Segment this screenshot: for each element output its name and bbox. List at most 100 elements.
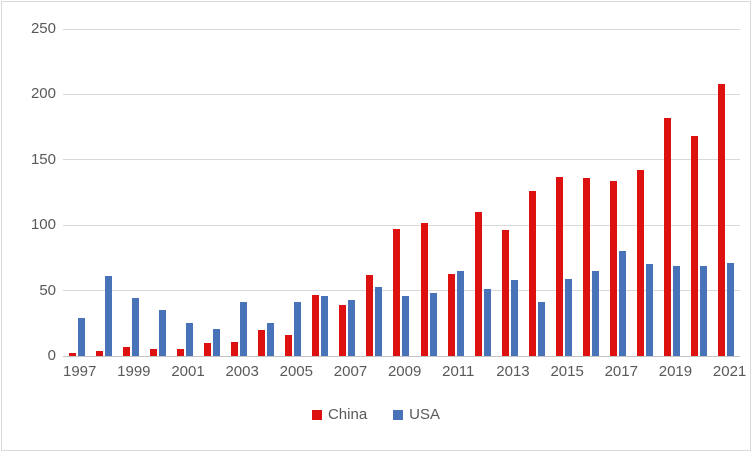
bar-china-2002 [203, 342, 211, 356]
bar-group-2006 [307, 29, 334, 356]
bar-usa-2012 [483, 289, 491, 356]
bar-china-2005 [285, 335, 293, 356]
bar-china-2015 [555, 176, 563, 356]
bar-usa-2005 [294, 302, 302, 356]
bar-usa-2008 [375, 286, 383, 356]
bar-group-2015 [550, 29, 577, 356]
bar-china-2001 [176, 349, 184, 356]
bar-usa-1998 [104, 276, 112, 356]
bar-group-1998 [90, 29, 117, 356]
x-tick-label-2013: 2013 [496, 363, 530, 380]
gridline-150 [63, 159, 740, 161]
bar-china-2009 [393, 229, 401, 356]
legend-item-usa: USA [393, 406, 440, 423]
bar-china-1999 [122, 346, 130, 356]
bar-group-2005 [280, 29, 307, 356]
bar-china-2006 [312, 294, 320, 356]
bar-china-2014 [528, 191, 536, 356]
bar-china-2010 [420, 222, 428, 356]
bar-group-2021 [713, 29, 740, 356]
legend-label-china: China [327, 406, 368, 423]
gridline-100 [63, 224, 740, 226]
x-tick-label-2005: 2005 [279, 363, 313, 380]
bar-china-2000 [149, 349, 157, 356]
bar-group-2009 [388, 29, 415, 356]
bar-china-2012 [474, 212, 482, 356]
legend-label-usa: USA [409, 406, 441, 423]
bar-group-2004 [253, 29, 280, 356]
bar-usa-1997 [77, 318, 85, 356]
plot-area [63, 28, 740, 357]
x-tick-label-1999: 1999 [117, 363, 151, 380]
bar-group-2013 [496, 29, 523, 356]
bar-usa-2013 [510, 280, 518, 356]
x-tick-label-2003: 2003 [225, 363, 259, 380]
bar-china-2013 [501, 230, 509, 356]
bar-china-2020 [691, 136, 699, 356]
bar-usa-2004 [267, 323, 275, 356]
bar-usa-2002 [212, 328, 220, 356]
gridline-200 [63, 93, 740, 95]
bar-usa-2017 [619, 251, 627, 356]
y-tick-label-100: 100 [30, 216, 56, 234]
bar-china-2018 [637, 170, 645, 356]
bar-china-2016 [583, 178, 591, 356]
bar-group-2017 [605, 29, 632, 356]
bar-china-2004 [258, 329, 266, 356]
y-tick-label-0: 0 [47, 347, 56, 364]
bar-china-1997 [68, 353, 76, 356]
x-tick-label-2015: 2015 [550, 363, 584, 380]
bar-china-2003 [231, 341, 238, 356]
bar-group-2018 [632, 29, 659, 356]
gridline-50 [63, 290, 740, 292]
y-tick-label-250: 250 [30, 20, 56, 37]
bar-group-2011 [442, 29, 469, 356]
gridline-250 [63, 28, 740, 30]
bar-usa-2006 [321, 295, 329, 356]
bar-usa-2021 [727, 263, 735, 356]
bar-group-2002 [198, 29, 225, 356]
bar-group-2019 [659, 29, 686, 356]
bar-group-2007 [334, 29, 361, 356]
bar-china-1998 [95, 350, 103, 356]
bar-usa-2009 [402, 295, 410, 356]
bar-usa-2014 [537, 302, 545, 356]
bar-usa-2000 [158, 310, 166, 356]
usa-legend-swatch-icon [393, 409, 404, 420]
bar-group-2003 [225, 29, 252, 356]
bar-usa-2019 [673, 265, 681, 356]
bar-usa-2001 [185, 323, 193, 356]
china-legend-swatch-icon [311, 409, 322, 420]
x-tick-label-2007: 2007 [333, 363, 368, 380]
legend-item-china: China [311, 406, 368, 423]
bar-china-2021 [718, 83, 726, 356]
legend: China USA [2, 406, 750, 423]
bar-usa-2018 [646, 264, 654, 356]
bar-group-1999 [117, 29, 144, 356]
x-tick-label-2009: 2009 [387, 363, 422, 380]
y-tick-label-50: 50 [39, 281, 56, 299]
bar-usa-2016 [592, 270, 600, 356]
bar-group-2016 [578, 29, 605, 356]
bar-group-2001 [171, 29, 198, 356]
x-tick-label-2019: 2019 [658, 363, 693, 380]
bar-usa-2020 [700, 265, 708, 356]
x-tick-label-2011: 2011 [442, 363, 475, 380]
gridline-0 [63, 355, 740, 357]
y-tick-label-200: 200 [30, 85, 56, 103]
bar-usa-2003 [240, 302, 247, 356]
bar-china-2007 [339, 305, 347, 356]
bar-usa-2011 [456, 270, 464, 356]
bar-usa-2007 [348, 299, 356, 356]
bar-china-2008 [366, 274, 374, 356]
bar-group-1997 [63, 29, 90, 356]
bar-group-2012 [469, 29, 496, 356]
bar-usa-1999 [131, 298, 139, 356]
bar-china-2019 [664, 117, 672, 356]
bar-group-2008 [361, 29, 388, 356]
x-tick-label-2001: 2001 [171, 363, 205, 380]
bar-usa-2015 [564, 278, 572, 356]
bar-group-2020 [686, 29, 713, 356]
x-tick-label-1997: 1997 [63, 363, 97, 380]
